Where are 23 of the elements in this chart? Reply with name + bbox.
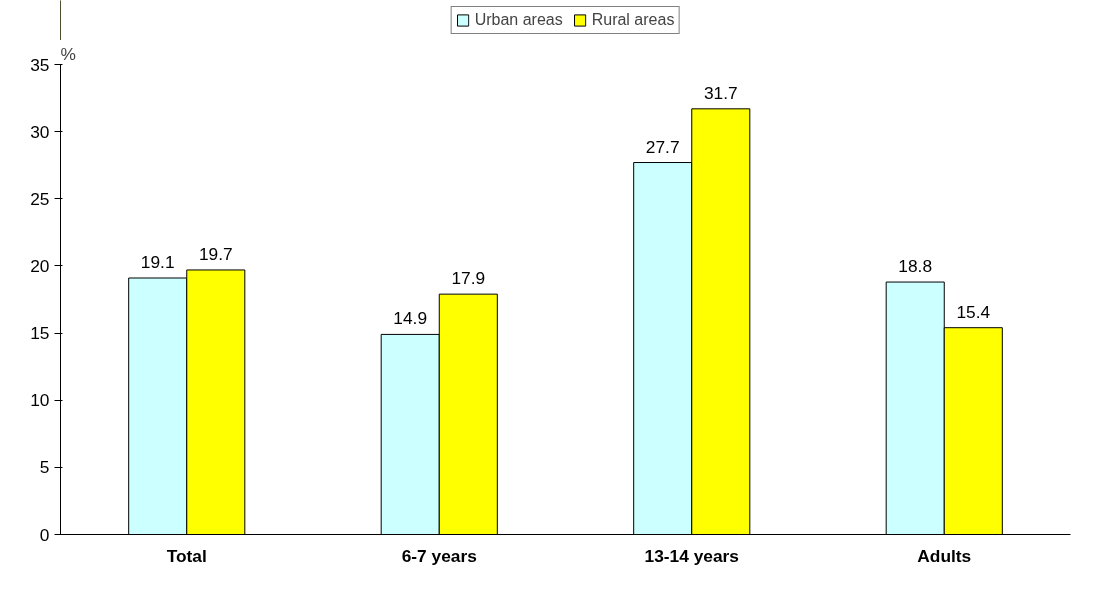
legend-label: Rural areas bbox=[591, 11, 675, 29]
data-label: 19.1 bbox=[140, 252, 175, 273]
data-label: 27.7 bbox=[645, 136, 680, 157]
y-tick-label: 5 bbox=[39, 457, 50, 478]
x-tick-label: 13-14 years bbox=[644, 545, 739, 566]
legend-label: Urban areas bbox=[474, 11, 563, 29]
y-tick-label: 20 bbox=[30, 255, 50, 276]
data-label: 17.9 bbox=[451, 268, 486, 289]
y-tick-label: 0 bbox=[39, 524, 50, 545]
y-tick-label: 15 bbox=[30, 323, 50, 344]
data-label: 14.9 bbox=[393, 308, 428, 329]
x-tick-label: Adults bbox=[917, 545, 972, 566]
y-tick-label: 30 bbox=[30, 121, 50, 142]
y-tick-label: 10 bbox=[30, 390, 50, 411]
y-axis-title: % bbox=[60, 43, 76, 64]
y-tick-label: 25 bbox=[30, 188, 50, 209]
data-label: 18.8 bbox=[898, 256, 933, 277]
x-tick-label: Total bbox=[166, 545, 207, 566]
data-label: 19.7 bbox=[198, 243, 233, 264]
x-tick-label: 6-7 years bbox=[401, 545, 477, 566]
data-label: 31.7 bbox=[703, 82, 738, 103]
data-label: 15.4 bbox=[956, 301, 991, 322]
y-tick-label: 35 bbox=[30, 54, 50, 75]
